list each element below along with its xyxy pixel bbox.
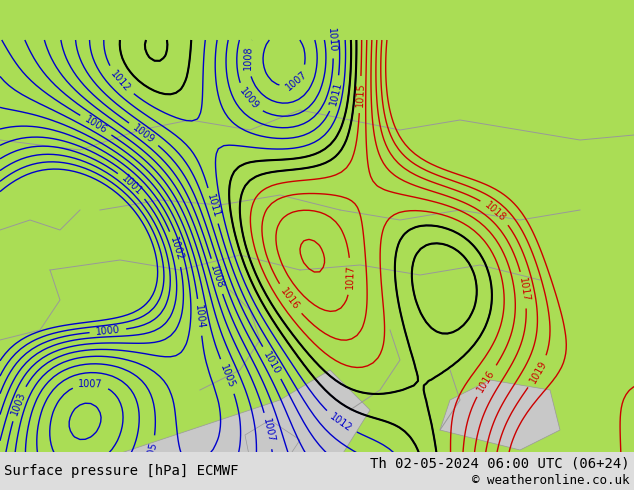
Text: 1010: 1010 [327, 27, 338, 52]
Text: 1006: 1006 [83, 114, 109, 136]
Text: 1008: 1008 [209, 263, 225, 290]
Text: 1019: 1019 [527, 359, 548, 385]
Text: 1007: 1007 [78, 379, 103, 389]
Text: © weatheronline.co.uk: © weatheronline.co.uk [472, 474, 630, 487]
Text: 1005: 1005 [144, 441, 159, 467]
Text: 1005: 1005 [218, 363, 236, 390]
Text: 1008: 1008 [243, 46, 254, 71]
Text: 1011: 1011 [205, 193, 221, 219]
Text: 1017: 1017 [517, 277, 531, 303]
Text: 1011: 1011 [328, 80, 344, 107]
Text: 1018: 1018 [483, 200, 508, 223]
Text: 1009: 1009 [237, 86, 261, 112]
Text: Th 02-05-2024 06:00 UTC (06+24): Th 02-05-2024 06:00 UTC (06+24) [370, 456, 630, 470]
Bar [0, 452, 634, 490]
Text: 1010: 1010 [261, 349, 282, 376]
Text: 1001: 1001 [120, 173, 145, 197]
Text: 1003: 1003 [10, 391, 27, 417]
Text: 1000: 1000 [95, 325, 120, 337]
Text: 1006: 1006 [105, 460, 129, 484]
Text: 1017: 1017 [345, 264, 356, 289]
Text: 1012: 1012 [108, 68, 133, 94]
Text: 1009: 1009 [131, 122, 157, 146]
Text: 1016: 1016 [278, 286, 301, 312]
Text: 1012: 1012 [328, 412, 354, 434]
Text: 1004: 1004 [193, 305, 206, 330]
Text: Surface pressure [hPa] ECMWF: Surface pressure [hPa] ECMWF [4, 464, 238, 478]
Polygon shape [100, 370, 370, 490]
Text: 1002: 1002 [167, 236, 184, 262]
Text: 1015: 1015 [354, 82, 366, 107]
Text: 1007: 1007 [284, 69, 309, 93]
Text: 1007: 1007 [261, 418, 276, 444]
Polygon shape [440, 380, 560, 450]
Text: 1016: 1016 [476, 368, 497, 394]
Polygon shape [245, 420, 300, 470]
